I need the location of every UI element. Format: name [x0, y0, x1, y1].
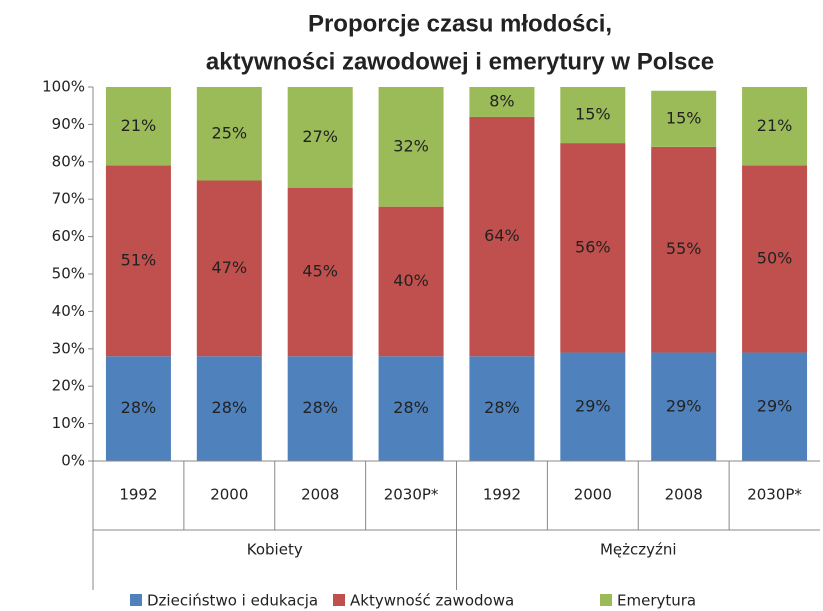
data-label: 40% [393, 271, 429, 290]
legend-label: Dzieciństwo i edukacja [147, 592, 318, 610]
y-tick-label: 90% [52, 115, 85, 133]
bar-segment [651, 90, 717, 147]
legend-label: Aktywność zawodowa [350, 592, 514, 610]
bar-segment [105, 356, 171, 461]
y-tick-label: 30% [52, 339, 85, 357]
bar-segment [469, 87, 535, 117]
x-tick-label: 2030P* [384, 486, 439, 504]
bar-segment [378, 206, 444, 357]
bar-segment [560, 352, 626, 461]
bar-segment [287, 356, 353, 461]
data-label: 55% [666, 239, 702, 258]
data-label: 47% [212, 258, 248, 277]
bar-segment [651, 352, 717, 461]
legend-swatch [333, 594, 345, 606]
x-tick-label: 2008 [665, 486, 703, 504]
y-tick-label: 0% [61, 452, 85, 470]
data-label: 29% [666, 396, 702, 415]
group-label: Mężczyźni [600, 541, 677, 559]
data-label: 27% [302, 127, 338, 146]
x-tick-label: 2000 [574, 486, 612, 504]
data-label: 32% [393, 136, 429, 155]
bar-segment [469, 116, 535, 357]
chart-title: aktywności zawodowej i emerytury w Polsc… [206, 48, 714, 75]
bar-segment [560, 143, 626, 353]
data-label: 29% [575, 396, 611, 415]
bar-segment [196, 87, 262, 181]
bar-segment [378, 87, 444, 207]
x-tick-label: 2008 [301, 486, 339, 504]
data-label: 51% [121, 250, 157, 269]
x-tick-label: 1992 [483, 486, 521, 504]
y-tick-label: 40% [52, 302, 85, 320]
x-tick-label: 2000 [210, 486, 248, 504]
bar-segment [287, 187, 353, 357]
y-tick-label: 70% [52, 190, 85, 208]
data-label: 56% [575, 237, 611, 256]
y-tick-label: 50% [52, 265, 85, 283]
data-label: 25% [212, 123, 248, 142]
bar-segment [742, 352, 808, 461]
bar-segment [105, 165, 171, 357]
legend-swatch [600, 594, 612, 606]
bar-segment [469, 356, 535, 461]
data-label: 64% [484, 226, 520, 245]
bar-segment [105, 87, 171, 166]
bar-segment [742, 165, 808, 353]
y-tick-label: 10% [52, 414, 85, 432]
bar-segment [742, 87, 808, 166]
data-label: 45% [302, 262, 338, 281]
bar-segment [378, 356, 444, 461]
x-tick-label: 2030P* [747, 486, 802, 504]
data-label: 50% [757, 249, 793, 268]
bar-segment [560, 87, 626, 144]
y-tick-label: 80% [52, 152, 85, 170]
group-label: Kobiety [247, 541, 303, 559]
data-label: 15% [575, 105, 611, 124]
data-label: 28% [302, 398, 338, 417]
bar-segment [196, 356, 262, 461]
bar-segment [196, 180, 262, 357]
data-label: 28% [212, 398, 248, 417]
data-label: 28% [484, 398, 520, 417]
legend-label: Emerytura [617, 592, 696, 610]
bar-segment [287, 87, 353, 188]
bar-segment [651, 146, 717, 353]
y-tick-label: 20% [52, 377, 85, 395]
data-label: 15% [666, 108, 702, 127]
data-label: 28% [393, 398, 429, 417]
data-label: 28% [121, 398, 157, 417]
data-label: 21% [757, 116, 793, 135]
chart-title: Proporcje czasu młodości, [308, 10, 612, 37]
data-label: 29% [757, 396, 793, 415]
data-label: 21% [121, 116, 157, 135]
legend-swatch [130, 594, 142, 606]
y-tick-label: 60% [52, 227, 85, 245]
data-label: 8% [489, 91, 514, 110]
y-tick-label: 100% [42, 78, 85, 96]
x-tick-label: 1992 [119, 486, 157, 504]
